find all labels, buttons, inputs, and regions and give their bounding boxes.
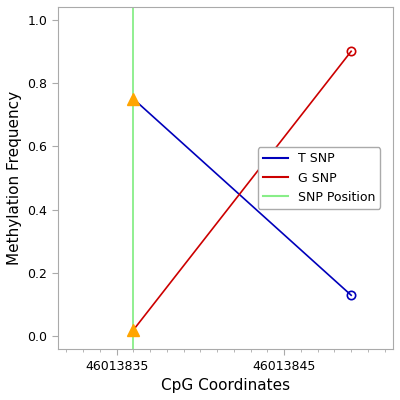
Legend: T SNP, G SNP, SNP Position: T SNP, G SNP, SNP Position: [258, 147, 380, 209]
Y-axis label: Methylation Frequency: Methylation Frequency: [7, 91, 22, 265]
X-axis label: CpG Coordinates: CpG Coordinates: [161, 378, 290, 393]
